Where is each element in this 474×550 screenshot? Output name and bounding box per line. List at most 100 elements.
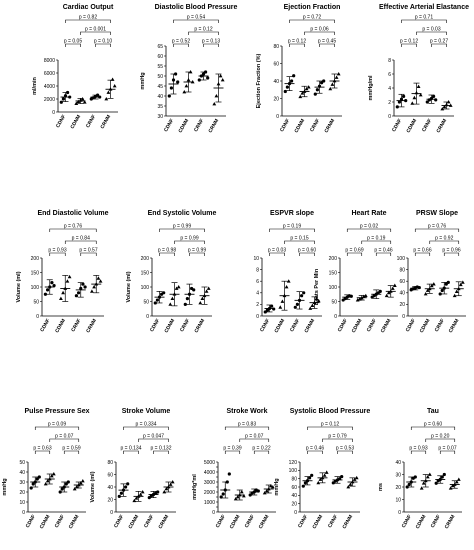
data-point [96, 276, 101, 280]
p-value-label: p = 0.98 [158, 248, 176, 254]
data-point [308, 476, 312, 480]
data-point [440, 288, 444, 293]
significance-bracket [299, 252, 315, 256]
data-point [416, 84, 421, 88]
x-tick-label: CDNF [401, 514, 413, 529]
data-point [98, 279, 103, 283]
data-point [221, 492, 225, 496]
data-point [241, 494, 246, 498]
significance-bracket [425, 438, 456, 442]
x-tick-label: CDNM [54, 318, 67, 334]
x-tick-label: CRNM [194, 318, 207, 334]
y-tick-label: 60 [107, 472, 113, 478]
x-tick-label: CRNM [444, 514, 457, 530]
data-point [324, 470, 329, 474]
x-tick-label: CDNF [405, 318, 417, 333]
y-tick-label: 4000 [204, 470, 215, 476]
x-tick-label: CDNM [419, 318, 432, 334]
y-tick-label: 100 [397, 256, 406, 262]
x-tick-label: CDNF [297, 514, 309, 529]
x-tick-label: CRNF [434, 318, 446, 333]
data-point [431, 282, 436, 286]
y-tick-label: 55 [157, 64, 163, 70]
significance-bracket [431, 43, 447, 47]
chart-title: Heart Rate [351, 210, 386, 217]
data-point [200, 296, 205, 300]
data-point [138, 492, 143, 496]
significance-bracket [224, 426, 270, 430]
x-tick-label: CDNM [229, 514, 242, 530]
data-point [168, 482, 173, 486]
y-tick-label: 2 [388, 100, 391, 106]
p-value-label: p = 0.63 [33, 446, 51, 452]
x-tick-label: CDNF [391, 118, 403, 133]
significance-bracket [173, 19, 219, 23]
data-point [262, 491, 267, 495]
data-point [50, 281, 54, 285]
y-tick-label: 60 [399, 279, 405, 285]
significance-bracket [319, 43, 335, 47]
data-point [283, 89, 287, 94]
data-point [182, 90, 187, 94]
significance-bracket [34, 450, 51, 454]
x-tick-label: CDNM [406, 118, 419, 134]
y-tick-label: 50 [33, 299, 39, 305]
data-point [64, 482, 68, 486]
data-point [303, 481, 307, 485]
data-point [322, 473, 327, 477]
chart-panel: Effective Arterial Elastance 0 2 4 6 8 mmHg/ml… [368, 4, 469, 134]
data-point [74, 101, 79, 105]
data-point [218, 74, 223, 78]
y-tick-label: 20 [399, 302, 405, 308]
y-tick-label: 200 [31, 256, 40, 262]
x-tick-label: CDNM [415, 514, 428, 530]
y-tick-label: 120 [289, 460, 298, 466]
data-point [76, 291, 81, 295]
data-point [174, 286, 179, 290]
data-point [460, 280, 465, 284]
data-point [65, 279, 70, 283]
data-point [330, 82, 335, 86]
y-axis-label: Volume (ml) [16, 271, 22, 302]
data-point [412, 95, 417, 100]
data-point [59, 296, 63, 300]
y-tick-label: 20 [291, 501, 297, 507]
significance-bracket [253, 450, 270, 454]
data-point [82, 100, 87, 104]
data-point [328, 86, 333, 91]
data-point [313, 92, 317, 96]
data-point [206, 76, 210, 80]
y-tick-label: 4000 [44, 84, 55, 90]
x-tick-label: CRNM [258, 514, 271, 530]
data-point [140, 490, 145, 494]
y-tick-label: 20 [19, 490, 25, 496]
y-tick-label: 0 [334, 314, 337, 320]
data-point [346, 485, 351, 489]
x-tick-label: CDNM [312, 514, 325, 530]
y-tick-label: 50 [19, 460, 25, 466]
x-tick-label: CDNM [128, 514, 141, 530]
significance-bracket [63, 450, 80, 454]
data-point [35, 477, 39, 481]
y-tick-label: 60 [157, 54, 163, 60]
data-point [405, 485, 409, 489]
chart-panel: Diastolic Blood Pressure 30 35 40 45 50 55 60 65… [140, 4, 238, 134]
y-tick-label: 100 [31, 285, 40, 291]
data-point [352, 477, 357, 481]
data-point [270, 485, 275, 489]
y-tick-label: 0 [110, 510, 113, 516]
significance-bracket [346, 228, 392, 232]
p-value-label: p = 0.52 [172, 39, 190, 45]
data-point [310, 473, 314, 477]
p-value-label: p = 0.71 [415, 15, 433, 21]
p-value-label: p = 0.10 [94, 39, 112, 45]
y-axis-label: mmHg*ml [192, 474, 198, 500]
p-value-label: p = 0.19 [367, 236, 385, 242]
data-point [397, 100, 401, 104]
y-tick-label: 80 [291, 476, 297, 482]
data-point [442, 104, 447, 109]
significance-bracket [346, 252, 363, 256]
y-tick-label: 0 [22, 510, 25, 516]
data-point [280, 299, 285, 303]
data-point [162, 291, 166, 295]
